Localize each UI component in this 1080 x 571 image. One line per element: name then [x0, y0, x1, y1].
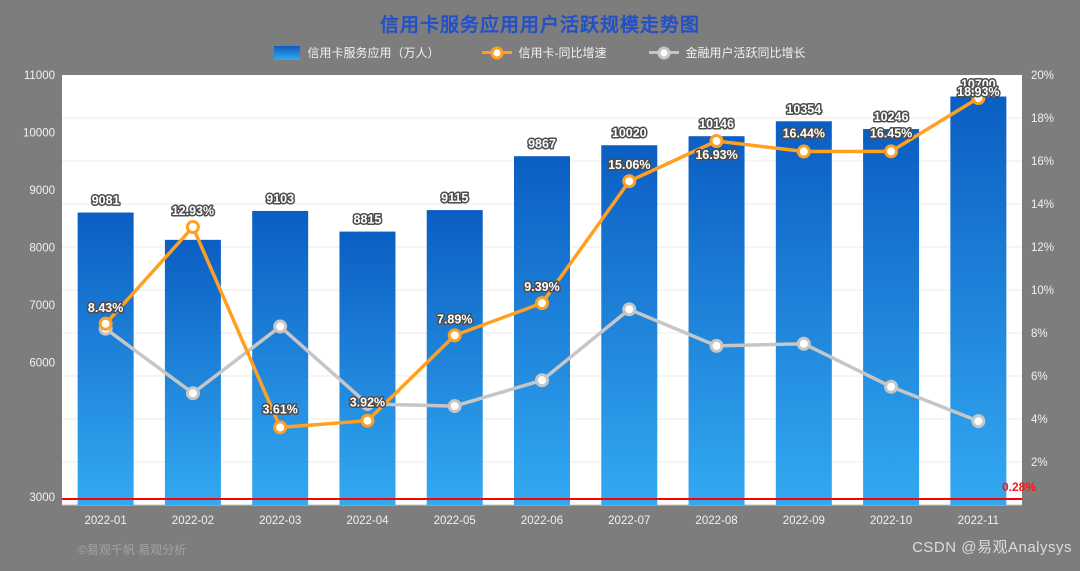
bar	[863, 129, 920, 505]
x-axis-label: 2022-08	[695, 515, 737, 527]
legend-swatch-bar	[274, 45, 301, 60]
line-value-label: 18.93%	[957, 85, 999, 99]
bar-value-label: 10354	[786, 102, 821, 116]
bar-value-label: 10020	[612, 126, 647, 140]
finance-growth-marker	[273, 319, 288, 334]
chart-title: 信用卡服务应用用户活跃规模走势图	[379, 15, 700, 36]
credit-growth-marker	[185, 220, 200, 235]
x-axis-label: 2022-01	[85, 515, 127, 527]
bar-value-label: 10700	[961, 78, 996, 92]
right-axis-tick: 8%	[1031, 328, 1048, 340]
left-axis-tick: 6000	[29, 358, 55, 370]
left-axis-tick: 8000	[29, 243, 55, 255]
legend-label-bar: 信用卡服务应用（万人）	[307, 46, 440, 60]
right-axis-tick: 16%	[1031, 156, 1054, 168]
bar	[514, 156, 570, 505]
right-axis-tick: 18%	[1031, 113, 1054, 125]
bar-value-label: 10246	[874, 110, 909, 124]
line-value-label: 16.93%	[695, 148, 737, 162]
bar-value-label: 10146	[699, 117, 734, 131]
left-axis-tick: 9000	[29, 185, 55, 197]
legend-swatch-credit-growth	[481, 45, 512, 61]
finance-growth-marker	[360, 396, 375, 411]
bar	[77, 212, 134, 506]
x-axis-label: 2022-05	[434, 515, 476, 527]
finance-growth-marker	[185, 386, 200, 401]
x-axis-label: 2022-03	[259, 515, 301, 527]
credit-growth-marker	[971, 91, 986, 106]
bar-value-label: 9115	[441, 191, 468, 205]
marker-dot-icon	[490, 46, 503, 59]
credit-growth-marker	[273, 420, 288, 435]
source-watermark: ©易观千帆 易观分析	[78, 543, 187, 557]
line-value-label: 3.61%	[262, 402, 297, 416]
line-value-label: 16.44%	[783, 127, 825, 141]
right-axis-tick: 20%	[1031, 70, 1054, 82]
marker-dot-icon	[657, 46, 670, 59]
right-axis-tick: 4%	[1031, 414, 1048, 426]
credit-growth-marker	[709, 134, 724, 149]
bar	[252, 210, 309, 505]
right-axis-tick: 2%	[1031, 457, 1048, 469]
right-axis-tick: 14%	[1031, 199, 1054, 211]
bar-value-label: 9103	[266, 192, 294, 206]
bar-value-label: 9081	[92, 194, 120, 208]
finance-growth-marker	[796, 336, 811, 351]
bar	[339, 231, 396, 505]
line-value-label: 9.39%	[524, 280, 559, 294]
bar	[688, 136, 745, 505]
finance-growth-marker	[447, 399, 462, 414]
legend-label-finance-growth: 金融用户活跃同比增长	[685, 46, 806, 60]
legend-item-credit-growth: 信用卡-同比增速	[481, 44, 607, 61]
x-axis-label: 2022-09	[783, 515, 825, 527]
left-axis-tick: 11000	[24, 70, 55, 82]
bar-value-label: 9867	[528, 137, 556, 151]
legend: 信用卡服务应用（万人） 信用卡-同比增速 金融用户活跃同比增长	[0, 44, 1080, 61]
x-axis-label: 2022-02	[172, 515, 214, 527]
finance-growth-marker	[971, 414, 986, 429]
left-axis-tick: 7000	[29, 300, 55, 312]
credit-growth-marker	[622, 174, 637, 189]
legend-label-credit-growth: 信用卡-同比增速	[518, 46, 607, 60]
csdn-watermark: CSDN @易观Analysys	[912, 539, 1072, 556]
bar	[775, 121, 832, 506]
line-value-label: 15.06%	[608, 158, 650, 172]
legend-swatch-finance-growth	[648, 45, 679, 61]
line-value-label: 16.45%	[870, 126, 912, 140]
credit-growth-marker	[447, 328, 462, 343]
credit-growth-marker	[535, 296, 549, 311]
x-axis-label: 2022-06	[521, 515, 563, 527]
bar	[426, 210, 483, 505]
credit-growth-marker	[98, 316, 113, 331]
line-value-label: 8.43%	[88, 301, 123, 315]
x-axis-label: 2022-10	[870, 515, 912, 527]
bar-value-label: 8815	[354, 213, 382, 227]
right-axis-tick: 6%	[1031, 371, 1048, 383]
left-axis-tick: 10000	[23, 128, 55, 140]
finance-growth-marker	[709, 338, 724, 353]
line-value-label: 7.89%	[437, 312, 472, 326]
legend-item-bar: 信用卡服务应用（万人）	[274, 44, 440, 61]
credit-growth-marker	[360, 413, 375, 428]
finance-growth-marker	[535, 373, 549, 388]
x-axis-label: 2022-11	[958, 515, 999, 527]
bar	[164, 239, 221, 506]
credit-growth-marker	[884, 144, 899, 159]
credit-growth-marker	[796, 144, 811, 159]
finance-growth-marker	[622, 302, 637, 317]
x-axis-label: 2022-04	[346, 515, 389, 527]
line-value-label: 12.93%	[172, 204, 214, 218]
left-axis-tick: 3000	[29, 492, 55, 504]
line-value-label: 3.92%	[350, 396, 385, 410]
reference-line-label: 0.28%	[1002, 480, 1036, 494]
legend-item-finance-growth: 金融用户活跃同比增长	[648, 44, 806, 61]
bar	[950, 96, 1007, 505]
finance-growth-marker	[884, 379, 899, 394]
right-axis-tick: 12%	[1031, 242, 1054, 254]
x-axis-label: 2022-07	[608, 515, 650, 527]
right-axis-tick: 10%	[1031, 285, 1054, 297]
